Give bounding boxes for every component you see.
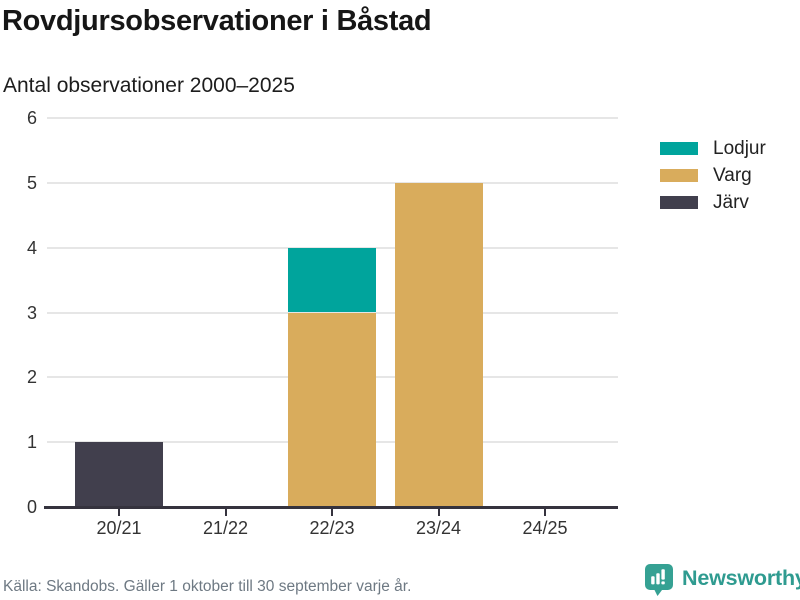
y-axis-tick-label: 1	[26, 432, 37, 453]
legend-label: Järv	[713, 191, 749, 213]
brand-logo: Newsworthy	[644, 563, 800, 597]
bar-segment-varg-22-23	[288, 312, 376, 507]
x-axis-tick-label: 23/24	[415, 518, 462, 538]
newsworthy-icon	[645, 564, 673, 596]
y-axis-tick-label: 3	[26, 302, 37, 323]
legend-item-lodjur: Lodjur	[660, 135, 766, 162]
x-axis-tick-label: 20/21	[96, 518, 142, 538]
gridline	[47, 181, 618, 184]
x-axis-tick	[224, 508, 227, 516]
y-axis-tick-label: 6	[26, 108, 37, 128]
legend-item-varg: Varg	[660, 162, 766, 189]
bar-segment-lodjur-22-23	[288, 247, 376, 313]
x-axis-tick	[331, 508, 333, 516]
legend-swatch-lodjur	[660, 142, 698, 155]
y-axis-tick-label: 5	[26, 172, 37, 193]
x-axis-line	[44, 505, 618, 509]
x-axis-tick	[544, 508, 546, 516]
bar-segment-varg-23-24	[394, 182, 483, 507]
y-axis-tick-label: 2	[26, 367, 37, 388]
x-axis-tick-label: 22/23	[309, 518, 355, 538]
chart-subtitle: Antal observationer 2000–2025	[3, 74, 295, 97]
x-axis-tick-label: 21/22	[202, 518, 249, 538]
y-axis-tick-label: 0	[26, 497, 37, 517]
brand-name: Newsworthy	[682, 566, 800, 590]
x-axis-tick	[118, 508, 120, 516]
legend-swatch-varg	[660, 169, 698, 182]
legend-label: Lodjur	[713, 137, 766, 159]
legend-item-järv: Järv	[660, 189, 766, 216]
gridline	[47, 117, 618, 119]
source-note: Källa: Skandobs. Gäller 1 oktober till 3…	[3, 578, 412, 595]
legend-label: Varg	[713, 164, 752, 186]
chart-title: Rovdjursobservationer i Båstad	[2, 5, 432, 37]
x-axis-tick-label: 24/25	[522, 518, 568, 538]
legend: Lodjur Varg Järv	[660, 135, 766, 216]
bar-segment-järv-20-21	[75, 442, 163, 507]
y-axis-tick-label: 4	[26, 237, 37, 258]
legend-swatch-järv	[660, 196, 698, 209]
x-axis-tick	[437, 508, 440, 516]
